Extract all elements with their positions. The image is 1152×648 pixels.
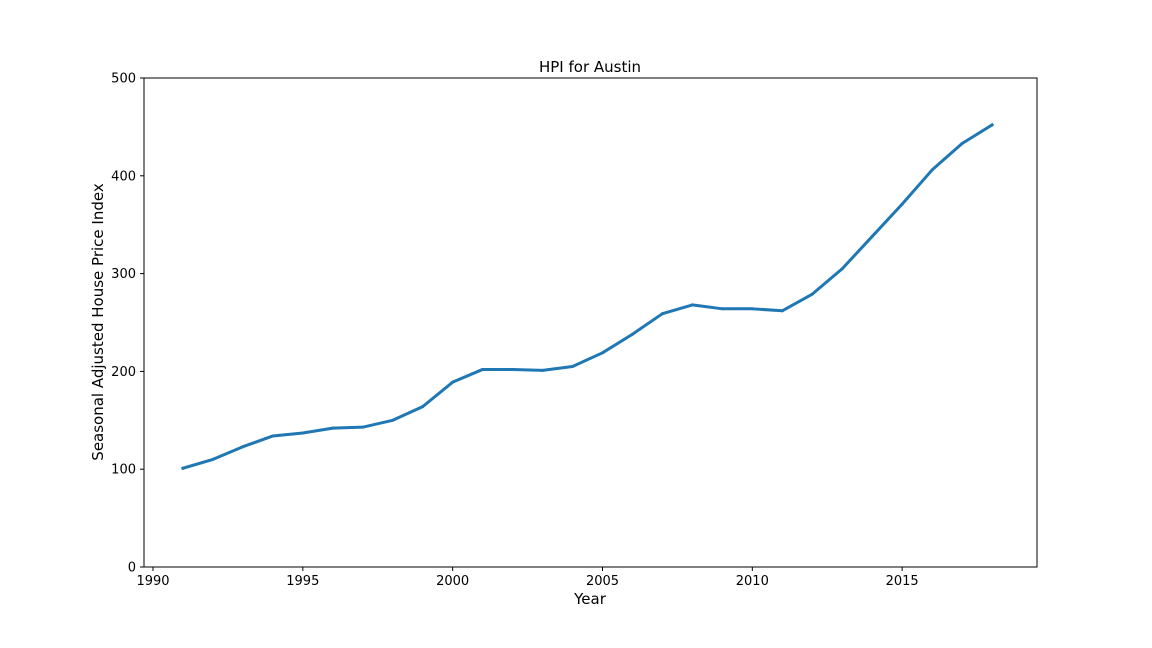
x-tick-label: 2000	[436, 574, 469, 589]
data-point	[421, 405, 425, 409]
data-point	[900, 202, 904, 206]
data-point	[750, 307, 754, 311]
x-tick-label: 2010	[736, 574, 769, 589]
data-point	[541, 368, 545, 372]
data-point	[571, 365, 575, 369]
y-tick-label: 300	[111, 267, 136, 282]
y-tick-label: 0	[128, 561, 136, 576]
data-point	[660, 312, 664, 316]
data-point	[241, 445, 245, 449]
data-point	[720, 307, 724, 311]
data-point	[481, 367, 485, 371]
hpi-series-line	[181, 122, 995, 471]
data-point	[211, 457, 215, 461]
x-axis-label: Year	[573, 590, 607, 608]
data-point	[960, 142, 964, 146]
data-point	[840, 267, 844, 271]
data-point	[930, 168, 934, 172]
data-point	[810, 292, 814, 296]
data-point	[780, 309, 784, 313]
plot-frame	[143, 77, 1038, 568]
data-point	[331, 426, 335, 430]
data-point	[361, 425, 365, 429]
y-axis-label: Seasonal Adjusted House Price Index	[89, 183, 107, 461]
y-tick-label: 500	[111, 72, 136, 87]
y-tick-label: 400	[111, 169, 136, 184]
data-point	[870, 234, 874, 238]
x-tick-label: 1995	[286, 574, 319, 589]
x-tick-label: 2005	[586, 574, 619, 589]
x-tick-label: 1990	[136, 574, 169, 589]
data-point	[511, 367, 515, 371]
y-tick-label: 100	[111, 463, 136, 478]
data-point	[990, 123, 994, 127]
data-point	[451, 380, 455, 384]
data-point	[630, 332, 634, 336]
chart-title: HPI for Austin	[539, 58, 641, 76]
data-point	[181, 466, 185, 470]
y-tick-label: 200	[111, 365, 136, 380]
data-point	[301, 431, 305, 435]
data-point	[690, 303, 694, 307]
x-tick-label: 2015	[886, 574, 919, 589]
data-point	[600, 351, 604, 355]
plot-area	[181, 122, 995, 471]
data-point	[391, 418, 395, 422]
data-point	[271, 434, 275, 438]
